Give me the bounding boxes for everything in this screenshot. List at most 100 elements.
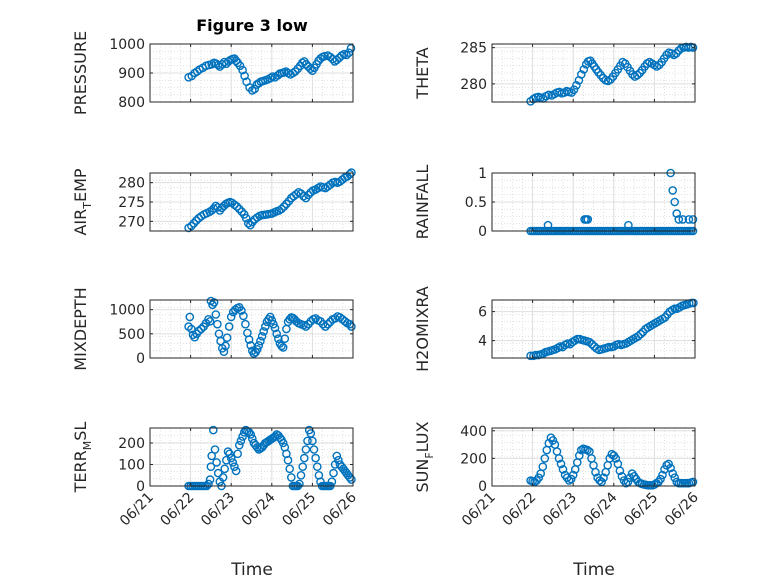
data-point [332, 55, 342, 65]
data-point [303, 436, 312, 446]
data-point [347, 322, 356, 331]
data-point [347, 475, 356, 484]
y-tick-label: 1 [478, 166, 487, 182]
data-point [569, 85, 579, 94]
data-point [548, 436, 558, 445]
data-point [585, 337, 594, 347]
data-point [272, 329, 282, 339]
data-point [241, 213, 251, 223]
data-point [233, 449, 242, 459]
data-point [277, 204, 286, 214]
y-axis-label: MIXDEPTH [71, 287, 90, 370]
data-point [212, 458, 221, 467]
y-tick-label: 200 [460, 451, 487, 467]
subplot-air_temp: 270 275 280 AIRTEMP [71, 168, 356, 236]
data-point [624, 220, 633, 230]
y-axis-label-text: MIXDEPTH [71, 287, 90, 370]
data-point [670, 473, 680, 483]
data-point [323, 319, 333, 329]
data-point [334, 455, 343, 465]
data-point [316, 54, 325, 63]
data-point [223, 447, 233, 456]
axes-box [491, 299, 696, 359]
axes-box [491, 427, 696, 487]
data-point [279, 202, 289, 211]
data-point [625, 473, 635, 483]
y-tick-label: 200 [118, 436, 145, 452]
y-axis-label-text: AIR [71, 209, 90, 236]
data-point [225, 449, 234, 459]
data-point [278, 438, 288, 448]
data-point [572, 81, 581, 90]
y-axis-label-text: SUN [413, 459, 432, 493]
data-point [191, 216, 201, 225]
figure-title: Figure 3 low [196, 16, 308, 35]
data-point [297, 58, 307, 68]
data-point [636, 329, 645, 339]
y-tick-label: 0 [478, 224, 487, 240]
data-point [247, 434, 257, 444]
data-point [604, 342, 614, 352]
subplot-rainfall: 0 0.5 1 RAINFALL [413, 165, 698, 240]
data-point [633, 70, 642, 80]
data-point [621, 478, 631, 488]
y-tick-label: 280 [118, 176, 145, 192]
data-point [234, 204, 244, 214]
data-point [280, 334, 290, 344]
data-point [228, 458, 238, 467]
data-point [222, 333, 232, 343]
data-point [189, 218, 199, 228]
y-tick-label: 800 [118, 95, 145, 111]
data-point [303, 190, 313, 200]
data-point [270, 323, 280, 333]
data-point [306, 187, 316, 197]
y-axis-label: RAINFALL [413, 165, 432, 240]
data-point [660, 465, 669, 474]
y-tick-label: 280 [460, 77, 487, 93]
data-point [194, 326, 203, 336]
subplot-mixdepth: 0 500 1000 MIXDEPTH [71, 287, 356, 371]
data-point [213, 468, 223, 478]
data-point [678, 215, 688, 224]
data-point [208, 425, 218, 435]
data-point [256, 336, 265, 346]
data-point [185, 312, 195, 322]
data-point [282, 199, 291, 209]
data-point [230, 462, 239, 472]
data-point [668, 469, 678, 478]
data-point [283, 455, 293, 465]
y-tick-label: 275 [118, 195, 145, 211]
y-tick-label: 400 [460, 424, 487, 440]
y-axis-label-text: H2OMIXRA [413, 286, 432, 372]
data-point [346, 44, 356, 53]
data-point [196, 324, 206, 334]
data-point [670, 197, 680, 207]
y-axis-label-text: RAINFALL [413, 165, 432, 240]
data-point [554, 454, 564, 463]
data-point [205, 316, 215, 326]
data-point [207, 451, 216, 461]
subplot-h2omixra: 4 6 H2OMIXRA [413, 286, 698, 372]
y-tick-label: 0 [136, 479, 145, 495]
data-point [238, 65, 247, 75]
data-point [267, 315, 277, 325]
y-axis-label-text: THETA [413, 47, 432, 99]
data-point [309, 445, 319, 454]
data-point [540, 454, 550, 463]
data-point [273, 334, 283, 344]
y-axis-label-text-after: SL [71, 422, 90, 441]
y-axis-label: THETA [413, 47, 432, 99]
data-point [226, 453, 236, 463]
y-axis-label-text: PRESSURE [71, 31, 90, 115]
y-tick-label: 4 [478, 334, 487, 350]
y-tick-label: 1000 [109, 37, 145, 53]
data-point [213, 319, 222, 329]
data-point [299, 453, 309, 463]
data-point [615, 466, 625, 476]
data-point [656, 474, 665, 484]
data-point [220, 464, 229, 474]
y-axis-label-text-after: LUX [413, 421, 432, 452]
data-point [259, 327, 269, 336]
x-axis-label-right: Time [572, 560, 615, 580]
